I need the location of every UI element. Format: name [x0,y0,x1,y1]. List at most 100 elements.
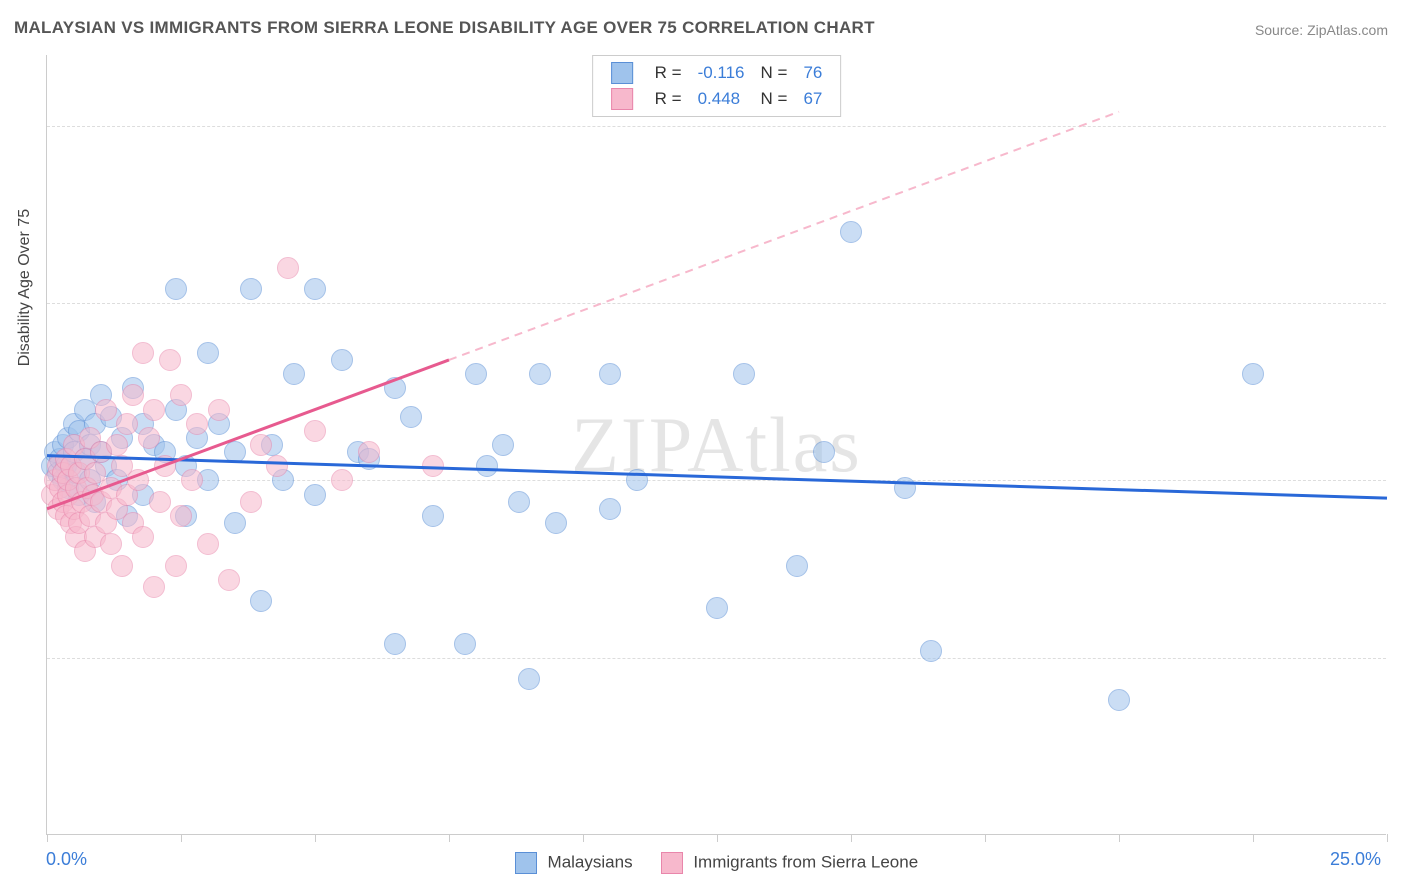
n-label: N = [753,86,796,112]
data-point [545,512,567,534]
data-point [240,491,262,513]
gridline [47,126,1386,127]
data-point [331,469,353,491]
legend-series: Malaysians Immigrants from Sierra Leone [47,852,1386,874]
data-point [250,434,272,456]
data-point [170,384,192,406]
data-point [331,349,353,371]
data-point [170,505,192,527]
data-point [266,455,288,477]
data-point [197,342,219,364]
legend-swatch [611,62,633,84]
data-point [894,477,916,499]
data-point [181,469,203,491]
data-point [400,406,422,428]
gridline [47,658,1386,659]
r-label: R = [647,60,690,86]
data-point [132,526,154,548]
r-value: 0.448 [690,86,753,112]
data-point [786,555,808,577]
legend-stat-row: R =0.448N =67 [603,86,831,112]
data-point [1242,363,1264,385]
data-point [143,576,165,598]
data-point [454,633,476,655]
data-point [116,413,138,435]
x-tick [315,834,316,842]
chart-title: MALAYSIAN VS IMMIGRANTS FROM SIERRA LEON… [14,18,875,38]
legend-label: Malaysians [548,852,633,871]
gridline [47,303,1386,304]
x-tick [851,834,852,842]
data-point [384,633,406,655]
x-tick [717,834,718,842]
data-point [197,533,219,555]
data-point [304,420,326,442]
data-point [706,597,728,619]
data-point [186,413,208,435]
data-point [422,505,444,527]
legend-item: Malaysians [515,852,633,874]
data-point [465,363,487,385]
data-point [138,427,160,449]
x-tick [985,834,986,842]
data-point [218,569,240,591]
data-point [599,498,621,520]
data-point [518,668,540,690]
data-point [149,491,171,513]
data-point [626,469,648,491]
legend-stats: R =-0.116N =76R =0.448N =67 [592,55,842,117]
data-point [143,399,165,421]
data-point [277,257,299,279]
data-point [1108,689,1130,711]
gridline [47,480,1386,481]
y-tick-label: 50.0% [1398,470,1406,491]
x-tick [181,834,182,842]
data-point [106,434,128,456]
data-point [813,441,835,463]
data-point [304,278,326,300]
n-value: 76 [795,60,830,86]
x-axis-label-start: 0.0% [46,849,87,870]
data-point [165,555,187,577]
y-tick-label: 100.0% [1398,115,1406,136]
data-point [224,441,246,463]
x-tick [47,834,48,842]
data-point [840,221,862,243]
r-value: -0.116 [690,60,753,86]
legend-swatch [611,88,633,110]
legend-swatch [661,852,683,874]
data-point [240,278,262,300]
data-point [127,469,149,491]
data-point [358,441,380,463]
data-point [224,512,246,534]
trend-lines [47,55,1386,834]
y-tick-label: 25.0% [1398,647,1406,668]
data-point [422,455,444,477]
data-point [492,434,514,456]
data-point [304,484,326,506]
x-tick [1119,834,1120,842]
y-tick-label: 75.0% [1398,293,1406,314]
n-value: 67 [795,86,830,112]
source-label: Source: ZipAtlas.com [1255,22,1388,38]
n-label: N = [753,60,796,86]
data-point [250,590,272,612]
data-point [529,363,551,385]
data-point [100,533,122,555]
x-axis-label-end: 25.0% [1330,849,1381,870]
data-point [733,363,755,385]
r-label: R = [647,86,690,112]
data-point [95,399,117,421]
y-axis-label: Disability Age Over 75 [16,209,34,366]
data-point [599,363,621,385]
data-point [476,455,498,477]
data-point [132,342,154,364]
data-point [159,349,181,371]
legend-label: Immigrants from Sierra Leone [693,852,918,871]
data-point [920,640,942,662]
x-tick [583,834,584,842]
chart-container: MALAYSIAN VS IMMIGRANTS FROM SIERRA LEON… [0,0,1406,892]
legend-stat-row: R =-0.116N =76 [603,60,831,86]
data-point [208,399,230,421]
data-point [154,455,176,477]
